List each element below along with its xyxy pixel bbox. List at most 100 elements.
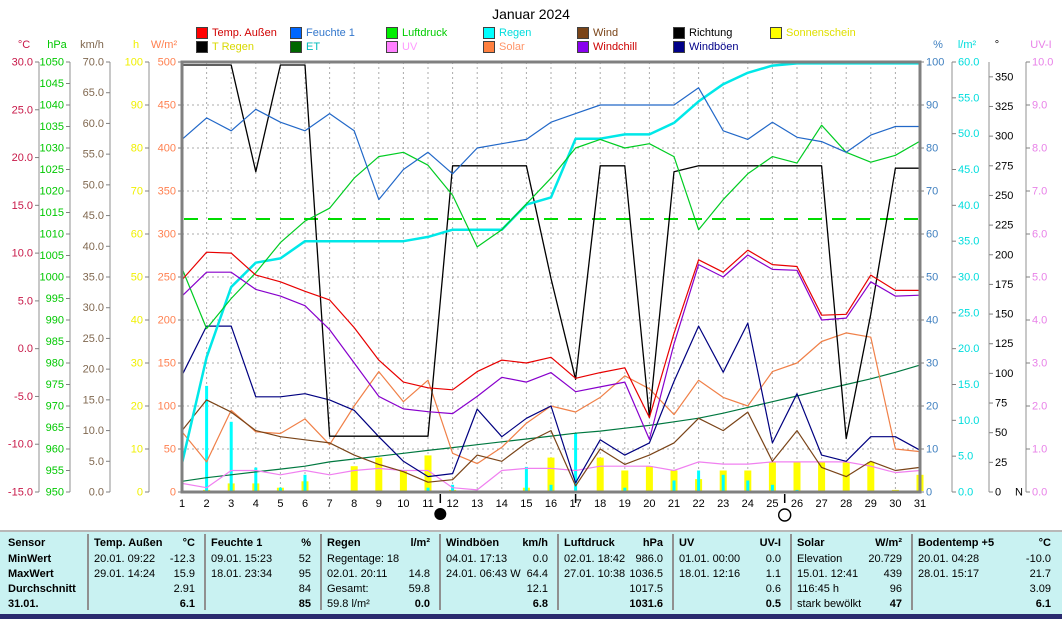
bar-regen-tag (278, 487, 282, 491)
column-divider (320, 534, 322, 610)
stat-cell-label: 02.01. 20:11 (327, 568, 388, 580)
legend-item-solar: Solar (483, 41, 525, 53)
stat-cell-value: 6.1 (179, 598, 195, 610)
axis-tick-label-wm2: 50 (164, 444, 176, 456)
legend-swatch-icon (196, 27, 208, 39)
axis-tick-label-lm2: 10.0 (958, 415, 979, 427)
x-axis-day-label: 25 (766, 498, 778, 510)
legend-item-t-regen: T Regen (196, 41, 254, 53)
stat-cell-value: -10.0 (1025, 553, 1051, 565)
stat-cell-value: -12.3 (169, 553, 195, 565)
x-axis-day-label: 1 (179, 498, 185, 510)
x-axis-day-label: 9 (376, 498, 382, 510)
axis-tick-label-temp: 30.0 (12, 57, 33, 69)
axis-tick-label-h: 60 (131, 229, 143, 241)
stat-cell-value: 1.1 (765, 568, 781, 580)
stat-cell-value: 84 (298, 583, 311, 595)
stat-cell-label: 59.8 l/m² (327, 598, 370, 610)
stat-cell-value: 59.8 (408, 583, 430, 595)
bar-sonnenschein (375, 457, 383, 491)
stat-cell-value: 3.09 (1029, 583, 1051, 595)
axis-tick-label-deg: 225 (995, 220, 1013, 232)
x-axis-day-label: 6 (302, 498, 308, 510)
axis-tick-label-temp: 20.0 (12, 152, 33, 164)
axis-tick-label-wm2: 0 (170, 487, 176, 499)
axis-tick-label-lm2: 55.0 (958, 92, 979, 104)
axis-tick-label-temp: 0.0 (18, 343, 33, 355)
stat-cell-label: Elevation (797, 553, 843, 565)
axis-tick-label-kmh: 15.0 (83, 394, 104, 406)
x-axis-day-label: 4 (253, 498, 259, 510)
axis-unit-uvi: UV-I (1030, 39, 1051, 51)
axis-tick-label-lm2: 0.0 (958, 487, 973, 499)
stat-col-name: Feuchte 1 (211, 537, 263, 549)
x-axis-day-label: 15 (520, 498, 532, 510)
axis-tick-label-hpa: 1000 (40, 272, 64, 284)
stat-col-unit: UV-I (759, 537, 781, 549)
bar-sonnenschein (867, 461, 875, 491)
stat-cell-label: 02.01. 18:42 (564, 553, 626, 565)
axis-tick-label-deg: 175 (995, 279, 1013, 291)
legend-swatch-icon (483, 41, 495, 53)
page-title: Januar 2024 (492, 6, 570, 22)
stat-cell-value: 12.1 (526, 583, 548, 595)
stat-cell-value: 1017.5 (629, 583, 663, 595)
axis-tick-label-hpa: 1045 (40, 78, 64, 90)
legend-swatch-icon (673, 41, 685, 53)
axis-tick-label-hpa: 1005 (40, 250, 64, 262)
stat-cell-value: 0.0 (765, 553, 781, 565)
stat-cell-label: 20.01. 09:22 (94, 553, 156, 565)
legend-label: ET (306, 41, 321, 53)
legend-label: UV (402, 41, 418, 53)
stat-cell-value: 95 (298, 568, 311, 580)
series-richtung (182, 64, 920, 440)
axis-tick-label-lm2: 25.0 (958, 307, 979, 319)
axis-tick-label-wm2: 300 (158, 229, 176, 241)
axis-tick-label-deg: 275 (995, 160, 1013, 172)
axis-tick-label-temp: 25.0 (12, 104, 33, 116)
axis-tick-label-h: 100 (125, 57, 143, 69)
bar-sonnenschein (793, 461, 801, 491)
new-moon-icon (434, 508, 447, 520)
axis-tick-label-hpa: 955 (46, 465, 64, 477)
legend-item-uv: UV (386, 41, 417, 53)
axis-tick-label-wm2: 350 (158, 186, 176, 198)
axis-tick-label-h: 70 (131, 186, 143, 198)
axis-tick-label-kmh: 0.0 (89, 487, 104, 499)
axis-tick-label-wm2: 400 (158, 143, 176, 155)
legend-item-et: ET (290, 41, 320, 53)
axis-unit-temp: °C (18, 39, 30, 51)
stat-cell-label: Regentage: 18 (327, 553, 400, 565)
legend-item-temp-au-en: Temp. Außen (196, 27, 277, 39)
stat-cell-label: Gesamt: (327, 583, 369, 595)
axis-tick-label-temp: -5.0 (14, 391, 33, 403)
axis-tick-label-uvi: 1.0 (1032, 444, 1047, 456)
axis-tick-label-kmh: 35.0 (83, 272, 104, 284)
stat-col-name: Luftdruck (564, 537, 615, 549)
axis-tick-label-deg: 250 (995, 190, 1013, 202)
axis-tick-label-uvi: 8.0 (1032, 143, 1047, 155)
axis-tick-label-kmh: 25.0 (83, 333, 104, 345)
x-axis-day-label: 22 (692, 498, 704, 510)
stat-col-name: Bodentemp +5 (918, 537, 995, 549)
x-axis-day-label: 21 (668, 498, 680, 510)
x-axis-day-label: 14 (496, 498, 508, 510)
axis-tick-label-h: 40 (131, 315, 143, 327)
stat-cell-value: 6.1 (1035, 598, 1051, 610)
axis-tick-label-kmh: 50.0 (83, 179, 104, 191)
column-divider (790, 534, 792, 610)
legend-label: Windböen (689, 41, 739, 53)
series-windboeen (181, 322, 921, 484)
axis-tick-label-pct: 10 (926, 444, 938, 456)
weather-chart-plot: -15.0-10.0-5.00.05.010.015.020.025.030.0… (8, 39, 1053, 522)
bar-sonnenschein (891, 489, 899, 491)
axis-tick-label-uvi: 4.0 (1032, 315, 1047, 327)
bar-sonnenschein (399, 470, 407, 491)
x-axis-day-label: 10 (397, 498, 409, 510)
stat-cell-label: 116:45 h (797, 583, 840, 595)
axis-tick-label-deg: 100 (995, 368, 1013, 380)
axis-tick-label-hpa: 1050 (40, 57, 64, 69)
axis-tick-label-h: 50 (131, 272, 143, 284)
axis-tick-label-kmh: 10.0 (83, 425, 104, 437)
axis-tick-label-temp: -15.0 (8, 487, 33, 499)
